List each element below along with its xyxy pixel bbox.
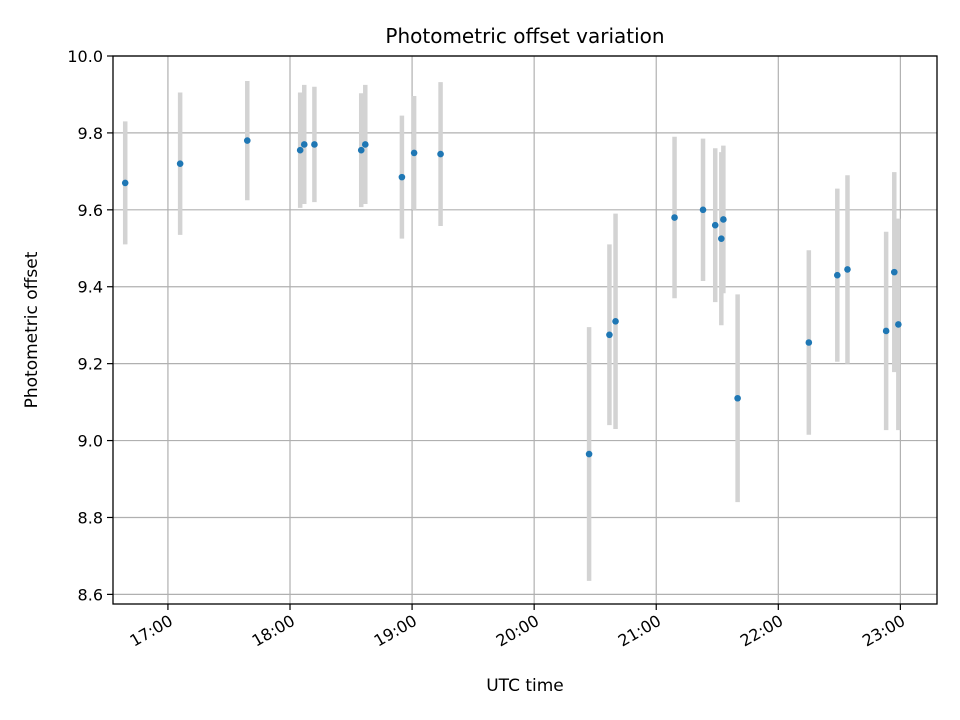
data-point	[361, 141, 369, 148]
data-point	[844, 266, 851, 273]
data-point	[300, 141, 308, 148]
axis-ticks: 17:00 18:00 19:00 20:00 21:00 22:00 23:00 8.6 8.…	[67, 47, 908, 651]
data-point	[176, 160, 184, 167]
data-point	[311, 141, 318, 148]
data-point	[734, 394, 741, 402]
y-tick-label: 9.8	[78, 124, 103, 143]
y-tick-label: 10.0	[67, 47, 103, 66]
data-point	[834, 271, 841, 279]
data-point	[606, 331, 613, 339]
data-points	[121, 137, 902, 458]
data-point	[882, 327, 890, 335]
x-tick-label: 22:00	[737, 611, 786, 651]
x-tick-label: 17:00	[127, 611, 176, 651]
data-point	[243, 137, 251, 144]
x-axis-label: UTC time	[486, 676, 564, 696]
x-tick-label: 23:00	[859, 611, 908, 651]
data-point	[805, 339, 813, 346]
data-point	[357, 146, 365, 154]
data-point	[296, 146, 304, 154]
error-bars	[122, 80, 901, 581]
y-tick-label: 9.0	[78, 432, 103, 451]
plot-frame	[112, 55, 938, 605]
x-tick-label: 19:00	[371, 611, 420, 651]
data-point	[410, 149, 418, 157]
data-point	[398, 173, 406, 181]
data-point	[720, 216, 727, 223]
data-point	[711, 221, 719, 229]
x-tick-label: 20:00	[493, 611, 542, 651]
data-point	[699, 206, 707, 214]
data-point	[895, 321, 902, 328]
y-tick-label: 9.6	[78, 201, 103, 220]
y-tick-label: 9.4	[78, 278, 103, 297]
chart-title: Photometric offset variation	[385, 24, 664, 48]
grid-lines	[113, 55, 937, 604]
y-tick-label: 9.2	[78, 355, 103, 374]
data-point	[890, 268, 898, 276]
data-point	[612, 318, 619, 325]
data-point	[718, 235, 725, 242]
data-point	[585, 450, 593, 458]
data-point	[437, 150, 444, 158]
data-point	[671, 214, 678, 221]
x-tick-label: 21:00	[615, 611, 664, 651]
y-tick-label: 8.8	[78, 508, 103, 527]
x-tick-label: 18:00	[249, 611, 298, 651]
y-tick-label: 8.6	[78, 585, 103, 604]
data-point	[121, 179, 129, 187]
y-axis-label: Photometric offset	[22, 251, 42, 408]
